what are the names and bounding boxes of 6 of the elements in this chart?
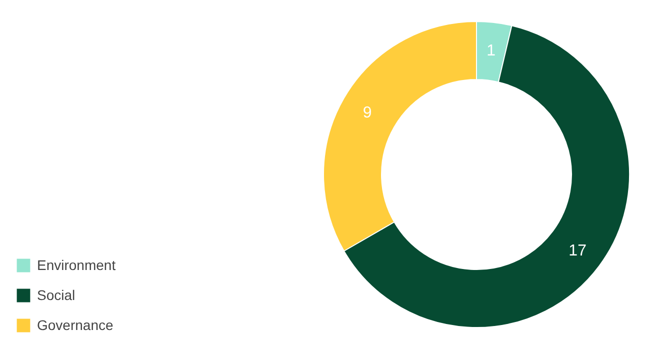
legend-label: Social <box>37 287 76 303</box>
legend-label: Environment <box>37 257 116 273</box>
data-label: 1 <box>486 42 496 60</box>
data-label: 9 <box>362 104 372 122</box>
data-label: 17 <box>568 242 587 260</box>
legend-label: Governance <box>37 317 114 333</box>
